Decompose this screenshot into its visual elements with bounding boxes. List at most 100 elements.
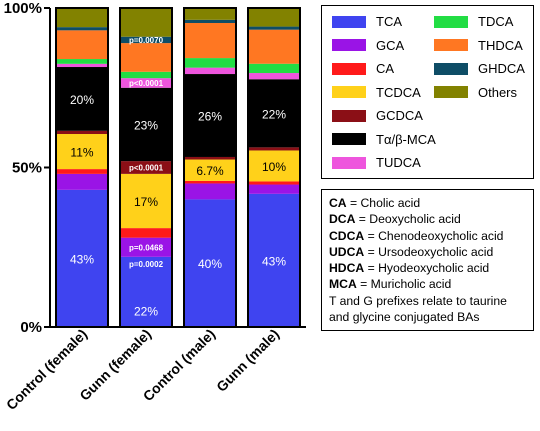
legend-item-gcdca: GCDCA: [332, 108, 423, 123]
p-value-annotation: p<0.0001: [129, 164, 164, 173]
legend-item-tca: TCA: [332, 14, 402, 29]
abbreviation-definition: = Cholic acid: [346, 196, 421, 210]
abbreviation-entry: MCA = Muricholic acid: [329, 276, 526, 292]
legend-item-t-mca: Tα/β-MCA: [332, 132, 436, 147]
data-label: 11%: [70, 146, 93, 160]
bar-segment-others-control-male: [184, 8, 236, 20]
bar-segment-t-mca-control-male: [184, 74, 236, 157]
abbreviation-entry: DCA = Deoxycholic acid: [329, 211, 526, 227]
legend-label: TCA: [376, 14, 402, 29]
abbreviation-entry: HDCA = Hyodeoxycholic acid: [329, 260, 526, 276]
stacked-bar-chart: 0% 50% 100% 43% 11% 20% Control (female) 22% 17%…: [3, 0, 306, 413]
p-value-annotation: p=0.0070: [129, 36, 164, 45]
legend-label: CA: [376, 61, 395, 76]
abbreviation-entry: CDCA = Chenodeoxycholic acid: [329, 228, 526, 244]
legend-swatch: [434, 86, 468, 98]
bar-segment-ghdca-control-female: [56, 27, 108, 31]
bar-segment-ca-gunn-male: [248, 181, 300, 185]
legend-swatch: [332, 133, 366, 145]
bar-segment-ca-gunn-female: [120, 228, 172, 238]
bar-segment-tca-gunn-female: [120, 256, 172, 327]
p-value-annotation: p=0.0468: [129, 243, 164, 252]
legend-label: GHDCA: [478, 61, 525, 76]
data-label: 6.7%: [196, 164, 224, 178]
legend-item-gca: GCA: [332, 38, 404, 53]
y-tick-label: 100%: [4, 0, 42, 17]
bar-segment-tcdca-gunn-male: [248, 150, 300, 182]
abbreviation-note: and glycine conjugated BAs: [329, 310, 480, 325]
abbreviation-definition: = Deoxycholic acid: [355, 212, 461, 227]
bar-segment-ca-control-male: [184, 180, 236, 184]
abbreviation-entry: CA = Cholic acid: [329, 195, 526, 211]
bar-segment-gcdca-gunn-female: [120, 161, 172, 174]
bar-segment-others-gunn-female: [120, 8, 172, 37]
bar-segment-gca-control-male: [184, 183, 236, 200]
bar-segment-tcdca-control-female: [56, 134, 108, 170]
legend-swatch: [332, 109, 366, 122]
legend-label: GCA: [376, 37, 405, 53]
legend-label: GCDCA: [376, 108, 423, 123]
bar-segment-tudca-control-female: [56, 63, 108, 68]
bar-segment-tudca-gunn-male: [248, 73, 300, 80]
abbreviation-term: HDCA: [329, 261, 365, 276]
legend-item-tudca: TUDCA: [332, 155, 421, 170]
bar-segment-gca-gunn-male: [248, 184, 300, 194]
bar-outline-gunn-female: [119, 7, 173, 328]
abbreviation-note: T and G prefixes relate to taurine: [329, 293, 507, 308]
bar-segment-thdca-control-male: [184, 22, 236, 59]
legend-swatch: [332, 39, 366, 51]
bar-segment-tcdca-gunn-female: [120, 173, 172, 229]
bar-segment-tdca-gunn-female: [120, 71, 172, 79]
x-tick-label: Gunn (male): [213, 326, 282, 395]
bar-segment-tdca-control-male: [184, 58, 236, 68]
bar-segment-gcdca-control-male: [184, 156, 236, 160]
bar-segment-tdca-control-female: [56, 59, 108, 64]
bar-outline-control-male: [183, 7, 237, 328]
abbreviation-entry: UDCA = Ursodeoxycholic acid: [329, 244, 526, 260]
bar-segment-others-gunn-male: [248, 8, 300, 27]
abbreviation-term: CA: [329, 196, 347, 210]
legend-item-ghdca: GHDCA: [434, 61, 525, 76]
data-label: 17%: [134, 195, 158, 209]
bar-segment-thdca-control-female: [56, 30, 108, 60]
bar-segment-tca-control-male: [184, 199, 236, 327]
y-tick-label: 0%: [20, 319, 42, 336]
abbreviation-definition: = Hyodeoxycholic acid: [364, 261, 490, 276]
bar-outline-control-female: [55, 7, 109, 328]
abbreviation-box: CA = Cholic acid DCA = Deoxycholic acid CD…: [321, 189, 534, 331]
legend-item-tdca: TDCA: [434, 14, 513, 29]
bar-segment-t-mca-gunn-female: [120, 87, 172, 162]
legend-label: THDCA: [478, 37, 523, 53]
data-label: 43%: [70, 252, 94, 266]
bar-segment-tdca-gunn-male: [248, 63, 300, 74]
bar-segment-tudca-gunn-female: [120, 78, 172, 88]
bar-outline-gunn-male: [247, 7, 301, 328]
data-label: 40%: [198, 257, 222, 271]
abbreviation-definition: = Muricholic acid: [356, 277, 452, 292]
bar-segment-gcdca-control-female: [56, 130, 108, 135]
data-label: 10%: [262, 160, 286, 174]
x-tick-label: Control (female): [3, 326, 90, 413]
abbreviation-definition: = Chenodeoxycholic acid: [364, 228, 504, 243]
data-label: 22%: [262, 107, 286, 121]
bar-segment-tcdca-control-male: [184, 159, 236, 181]
data-label: 20%: [70, 93, 94, 107]
bar-segment-thdca-gunn-female: [120, 43, 172, 72]
legend-label: Tα/β-MCA: [376, 131, 436, 147]
bar-segment-tudca-control-male: [184, 67, 236, 75]
legend-swatch: [332, 15, 366, 28]
p-value-annotation: p=0.0002: [129, 260, 164, 269]
legend-swatch: [434, 15, 468, 28]
legend-swatch: [332, 156, 366, 169]
abbreviation-definition: = Ursodeoxycholic acid: [364, 244, 494, 259]
legend-item-others: Others: [434, 85, 517, 100]
legend-item-thdca: THDCA: [434, 38, 523, 53]
legend-swatch: [434, 62, 468, 75]
legend-swatch: [332, 86, 366, 98]
y-tick-label: 50%: [12, 160, 42, 177]
legend-label: TCDCA: [376, 84, 421, 100]
data-label: 22%: [134, 305, 158, 319]
data-label: 43%: [262, 254, 286, 268]
data-label: 26%: [198, 110, 222, 124]
p-value-annotation: p<0.0001: [129, 79, 164, 88]
